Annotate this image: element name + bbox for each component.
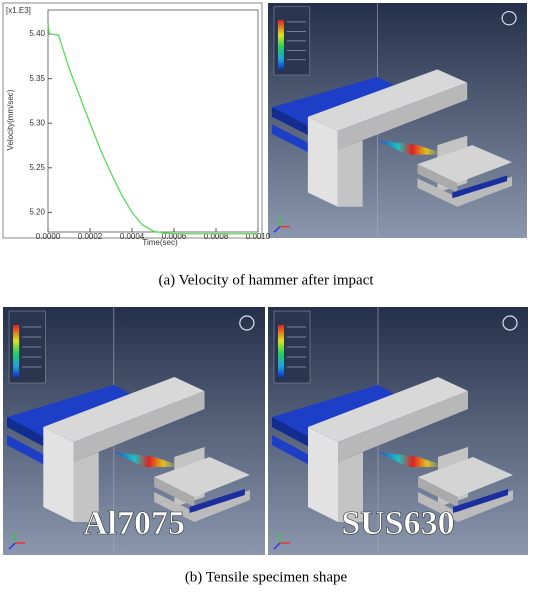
y-tick-label: 5.20 [29,207,45,216]
caption: (a) Velocity of hammer after impact [158,272,374,288]
y-tick-label: 5.30 [29,118,45,127]
simulation-image [268,3,527,238]
material-label: Al7075 [83,505,185,542]
x-tick-label: 0.0006 [162,232,187,241]
y-axis-label: Velocity(mm/sec) [6,89,15,150]
plot-area [47,9,259,233]
x-axis-label: Time(sec) [142,238,178,247]
velocity-line [47,23,258,235]
material-label: SUS630 [341,505,454,542]
x-tick-label: 0.0008 [204,232,229,241]
x-tick-label: 0.0004 [120,232,145,241]
axis-annotation: [x1.E3] [6,6,31,15]
chart-frame [2,2,263,239]
y-tick-label: 5.35 [29,74,45,83]
y-tick-label: 5.25 [29,163,45,172]
y-tick-label: 5.40 [29,29,45,38]
x-tick-label: 0.0002 [78,232,103,241]
caption: (b) Tensile specimen shape [185,569,348,585]
x-tick-label: 0.0010 [246,232,271,241]
x-tick-label: 0.0000 [36,232,61,241]
